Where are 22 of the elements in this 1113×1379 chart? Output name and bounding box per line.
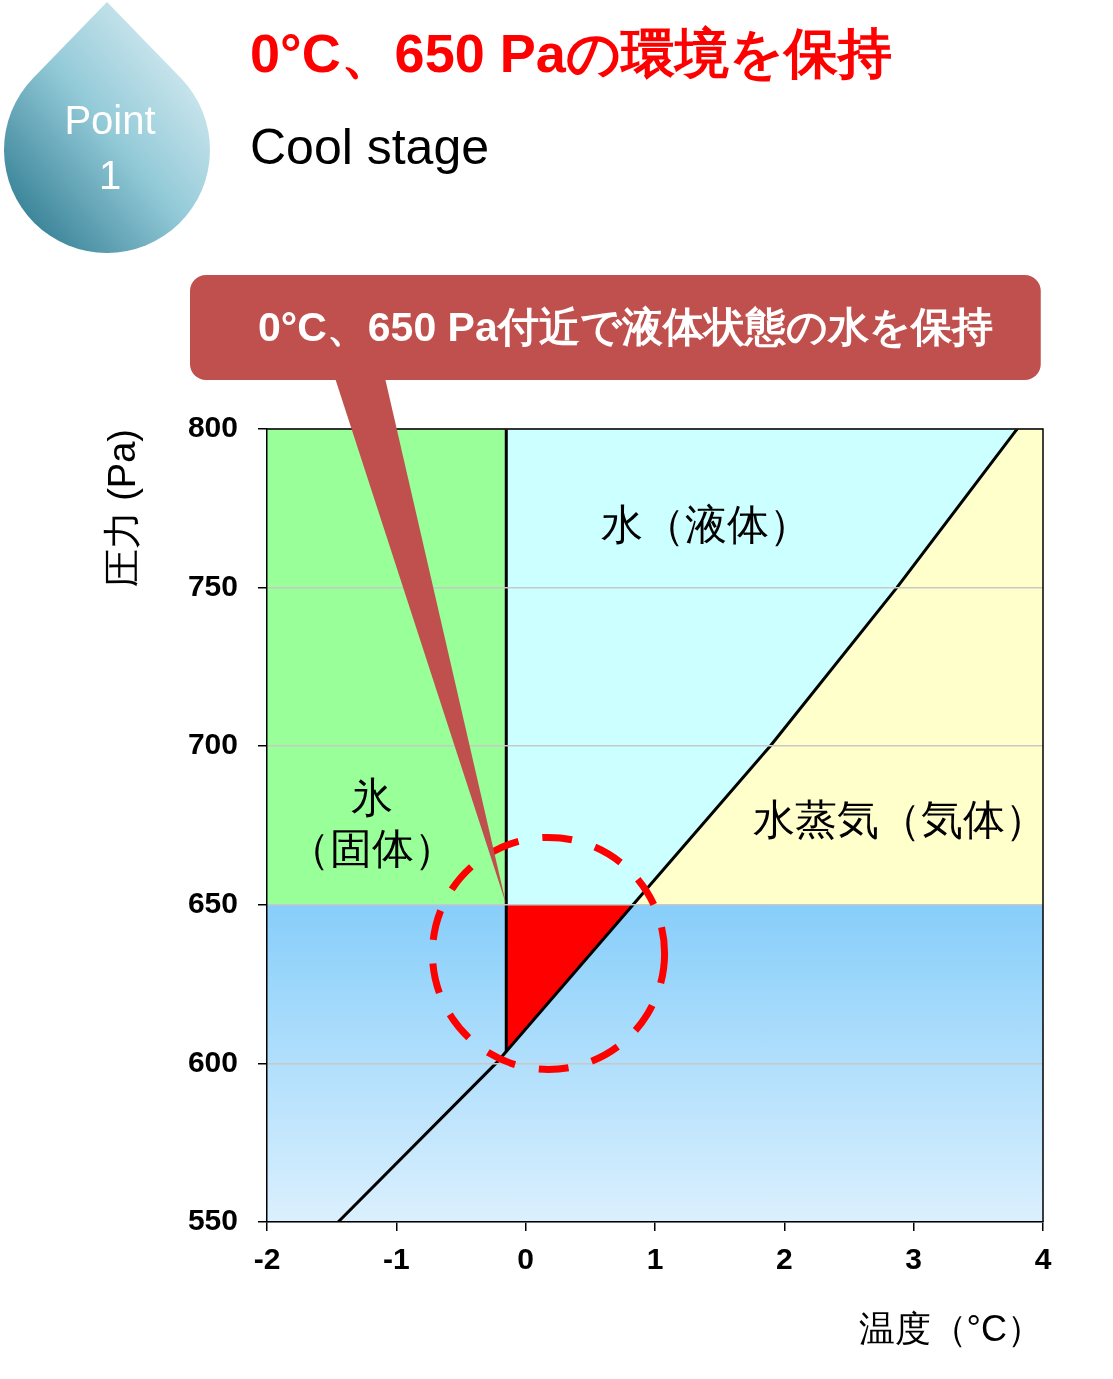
y-tick-label: 800 — [187, 410, 238, 444]
series-label: 水蒸気（気体） — [752, 795, 1047, 843]
x-tick-label: 1 — [646, 1242, 664, 1276]
x-tick-label: 4 — [1034, 1242, 1052, 1276]
y-tick-label: 700 — [187, 727, 238, 761]
chart-subtitle: Cool stage — [250, 118, 490, 176]
chart-title: 0°C、650 Paの環境を保持 — [250, 22, 892, 85]
text: Point 1 — [63, 97, 157, 199]
x-tick-label: -1 — [382, 1242, 410, 1276]
x-tick-label: 2 — [775, 1242, 793, 1276]
y-tick-label: 750 — [187, 568, 238, 602]
y-tick-label: 650 — [187, 886, 238, 920]
y-tick-label: 550 — [187, 1203, 238, 1237]
x-tick-label: 0 — [517, 1242, 535, 1276]
x-tick-label: -2 — [253, 1242, 281, 1276]
annotation: 0°C、650 Pa付近で液体状態の水を保持 — [258, 303, 993, 350]
x-tick-label: 3 — [905, 1242, 923, 1276]
x-axis-title: 温度（°C） — [858, 1308, 1043, 1350]
series-label: 水（液体） — [600, 500, 811, 548]
series-label: 氷（固体） — [288, 773, 457, 872]
y-tick-label: 600 — [187, 1044, 238, 1078]
y-axis-title: 圧力 (Pa) — [101, 429, 144, 588]
